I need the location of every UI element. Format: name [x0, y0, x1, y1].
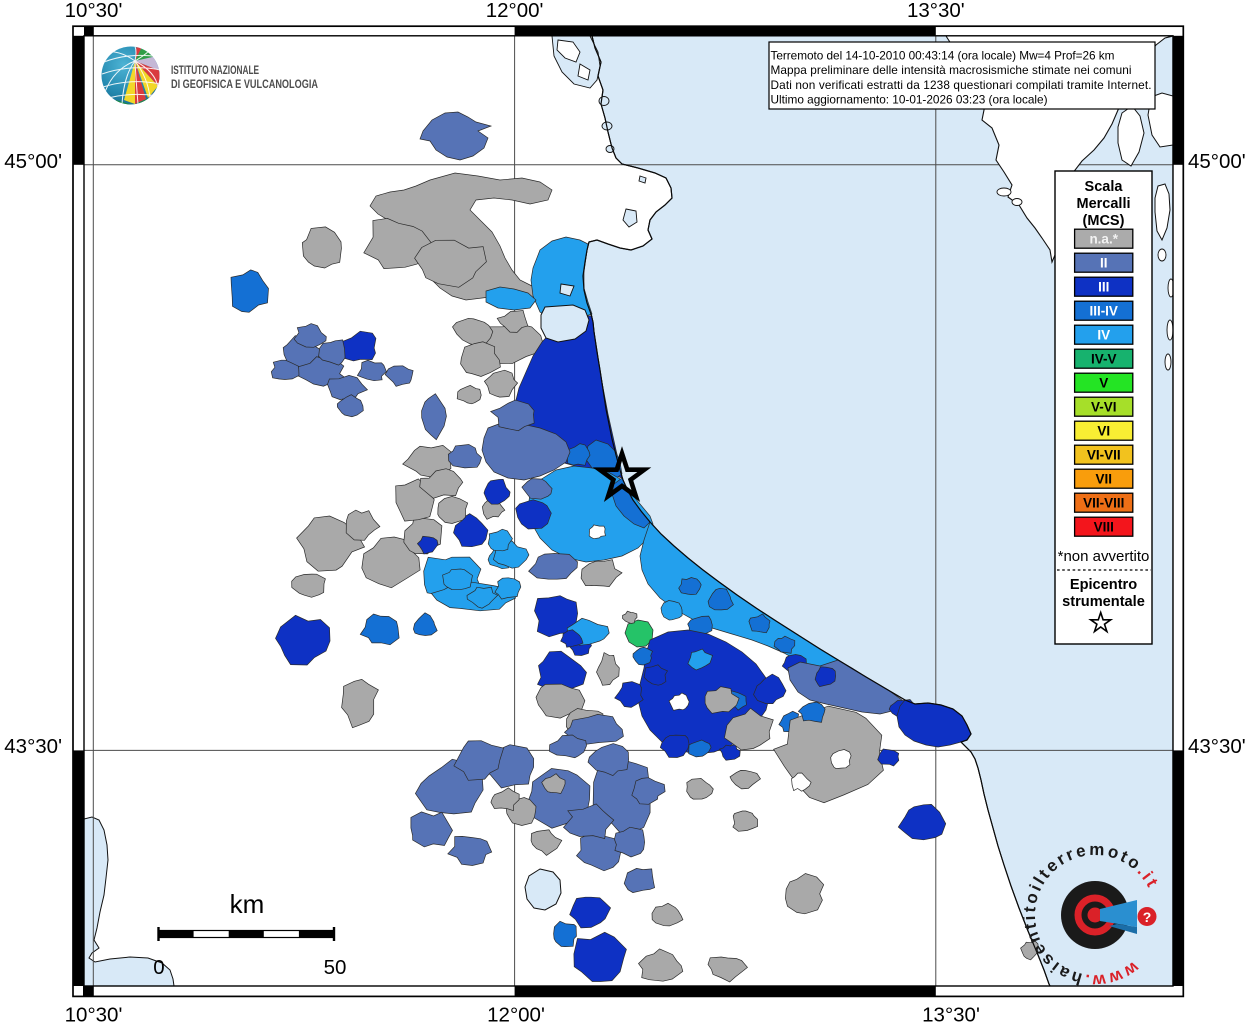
- svg-text:VI-VII: VI-VII: [1087, 448, 1121, 463]
- svg-text:12°00': 12°00': [487, 1004, 545, 1024]
- svg-text:0: 0: [153, 956, 164, 979]
- svg-text:VI: VI: [1097, 424, 1110, 439]
- svg-text:VII-VIII: VII-VIII: [1083, 496, 1124, 511]
- svg-text:II: II: [1100, 256, 1108, 271]
- svg-text:Mappa preliminare delle intens: Mappa preliminare delle intensità macros…: [771, 63, 1132, 77]
- svg-text:VIII: VIII: [1094, 520, 1114, 535]
- svg-text:III-IV: III-IV: [1089, 304, 1118, 319]
- svg-text:Ultimo aggiornamento: 10-01-20: Ultimo aggiornamento: 10-01-2026 03:23 (…: [771, 93, 1048, 107]
- svg-text:12°00': 12°00': [486, 0, 544, 22]
- svg-text:IV-V: IV-V: [1091, 352, 1117, 367]
- svg-text:10°30': 10°30': [65, 0, 123, 22]
- svg-text:n.a.*: n.a.*: [1089, 232, 1118, 247]
- svg-text:Terremoto del 14-10-2010 00:43: Terremoto del 14-10-2010 00:43:14 (ora l…: [771, 48, 1115, 62]
- svg-text:V-VI: V-VI: [1091, 400, 1117, 415]
- svg-text:45°00': 45°00': [1188, 150, 1246, 173]
- svg-text:Scala: Scala: [1085, 179, 1124, 195]
- svg-text:IV: IV: [1097, 328, 1110, 343]
- svg-text:V: V: [1099, 376, 1108, 391]
- svg-text:45°00': 45°00': [4, 150, 62, 173]
- svg-text:?: ?: [1143, 909, 1152, 925]
- svg-text:43°30': 43°30': [1188, 735, 1246, 758]
- svg-text:50: 50: [324, 956, 347, 979]
- svg-text:VII: VII: [1095, 472, 1112, 487]
- svg-text:43°30': 43°30': [4, 735, 62, 758]
- svg-text:strumentale: strumentale: [1062, 594, 1145, 610]
- svg-text:13°30': 13°30': [922, 1004, 980, 1024]
- svg-text:Dati non verificati estratti d: Dati non verificati estratti da 1238 que…: [771, 78, 1152, 92]
- svg-text:(MCS): (MCS): [1083, 213, 1125, 229]
- svg-text:Mercalli: Mercalli: [1077, 196, 1131, 212]
- svg-text:DI GEOFISICA E VULCANOLOGIA: DI GEOFISICA E VULCANOLOGIA: [171, 77, 318, 91]
- svg-text:10°30': 10°30': [65, 1004, 123, 1024]
- svg-text:ISTITUTO NAZIONALE: ISTITUTO NAZIONALE: [171, 63, 259, 77]
- svg-text:km: km: [230, 889, 265, 919]
- svg-text:Epicentro: Epicentro: [1070, 577, 1137, 593]
- svg-text:*non avvertito: *non avvertito: [1058, 548, 1150, 565]
- svg-text:13°30': 13°30': [907, 0, 965, 22]
- svg-text:III: III: [1098, 280, 1109, 295]
